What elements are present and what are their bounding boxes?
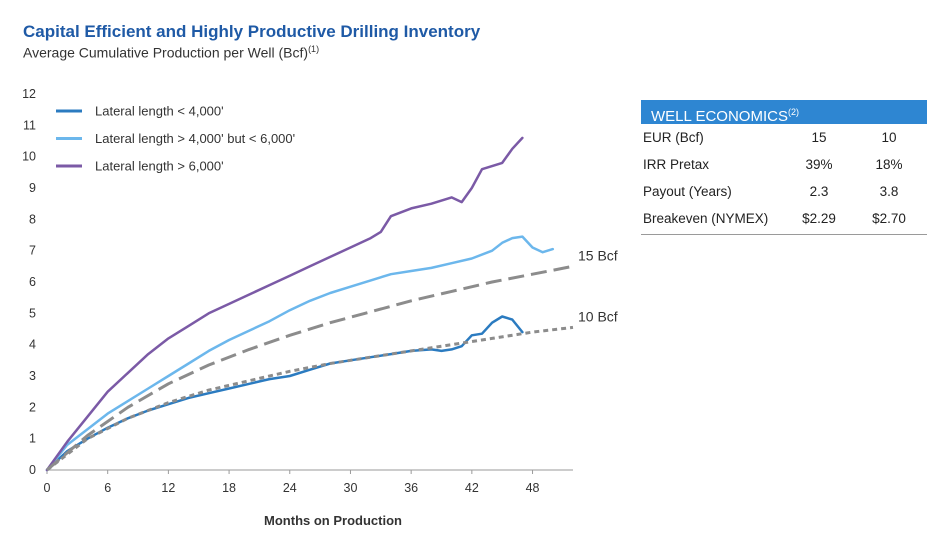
x-tick-label: 48	[526, 481, 540, 495]
y-tick-label: 12	[22, 87, 36, 101]
y-tick-label: 7	[29, 244, 36, 258]
series-line-4	[46, 325, 574, 472]
annotation-label: 15 Bcf	[578, 247, 618, 263]
y-tick-label: 5	[29, 306, 36, 320]
y-tick-label: 0	[29, 463, 36, 477]
row-label: Breakeven (NYMEX)	[643, 211, 769, 226]
x-tick-label: 12	[161, 481, 175, 495]
y-tick-label: 6	[29, 275, 36, 289]
series-line-1	[45, 235, 555, 472]
chart-subtitle: Average Cumulative Production per Well (…	[23, 44, 319, 61]
row-value-10bcf: 18%	[875, 157, 903, 172]
x-tick-label: 18	[222, 481, 236, 495]
chart-legend: Lateral length < 4,000' Lateral length > …	[56, 104, 295, 174]
table-row: Payout (Years) 2.3 3.8	[641, 178, 927, 205]
legend-label-1: Lateral length > 4,000' but < 6,000'	[95, 131, 295, 146]
table-row: Breakeven (NYMEX) $2.29 $2.70	[641, 205, 927, 232]
table-row: EUR (Bcf) 15 10	[641, 124, 927, 151]
x-axis-label: Months on Production	[264, 513, 402, 528]
row-value-15bcf: 2.3	[809, 184, 829, 199]
well-economics-title: WELL ECONOMICS	[651, 108, 788, 125]
series-line-0	[45, 315, 524, 472]
subtitle-text: Average Cumulative Production per Well (…	[23, 44, 309, 61]
subtitle-footnote: (1)	[308, 44, 320, 54]
y-tick-label: 10	[22, 150, 36, 164]
chart-series	[45, 136, 574, 472]
row-value-15bcf: 39%	[805, 157, 833, 172]
y-tick-label: 2	[29, 400, 36, 414]
row-label: Payout (Years)	[643, 184, 732, 199]
row-value-15bcf: 15	[811, 130, 827, 145]
row-value-10bcf: $2.70	[872, 211, 906, 226]
legend-label-2: Lateral length > 6,000'	[95, 159, 224, 174]
annotation-label: 10 Bcf	[578, 308, 618, 324]
well-economics-header: WELL ECONOMICS(2)	[641, 100, 927, 125]
legend-label-0: Lateral length < 4,000'	[95, 104, 224, 119]
y-tick-label: 8	[29, 212, 36, 226]
x-tick-label: 24	[283, 481, 297, 495]
table-bottom-rule	[641, 234, 927, 235]
well-economics-table: WELL ECONOMICS(2) EUR (Bcf) 15 10 IRR Pr…	[641, 100, 927, 235]
y-tick-label: 9	[29, 181, 36, 195]
y-tick-label: 4	[29, 338, 36, 352]
row-value-15bcf: $2.29	[802, 211, 836, 226]
y-tick-label: 3	[29, 369, 36, 383]
table-row: IRR Pretax 39% 18%	[641, 151, 927, 178]
x-tick-label: 6	[104, 481, 111, 495]
x-tick-label: 36	[404, 481, 418, 495]
y-tick-label: 1	[29, 432, 36, 446]
page-title: Capital Efficient and Highly Productive …	[23, 22, 481, 41]
row-value-10bcf: 10	[881, 130, 897, 145]
chart-annotations: 15 Bcf 10 Bcf	[578, 247, 618, 324]
row-label: IRR Pretax	[643, 157, 710, 172]
well-economics-footnote: (2)	[787, 107, 799, 117]
x-tick-label: 30	[344, 481, 358, 495]
series-line-3	[46, 264, 574, 472]
y-tick-label: 11	[23, 118, 36, 132]
x-tick-label: 0	[44, 481, 51, 495]
row-value-10bcf: 3.8	[879, 184, 899, 199]
series-line-2	[45, 136, 524, 472]
row-label: EUR (Bcf)	[643, 130, 704, 145]
x-tick-label: 42	[465, 481, 479, 495]
